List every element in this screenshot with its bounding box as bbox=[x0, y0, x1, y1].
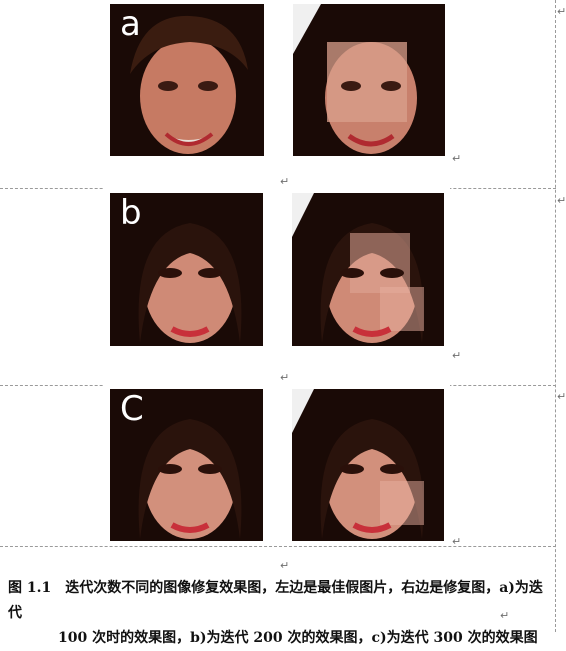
face-illustration bbox=[292, 193, 444, 346]
row-label: a bbox=[120, 4, 141, 44]
paragraph-mark: ↵ bbox=[557, 390, 566, 403]
paragraph-mark: ↵ bbox=[452, 535, 462, 548]
paragraph-mark: ↵ bbox=[280, 371, 290, 384]
row-label: b bbox=[120, 193, 142, 233]
table-row-divider bbox=[0, 546, 556, 547]
figure-caption: 图 1.1 迭代次数不同的图像修复效果图，左边是最佳假图片，右边是修复图，a)为… bbox=[8, 576, 553, 651]
table-row-divider bbox=[0, 384, 556, 388]
face-illustration bbox=[110, 193, 263, 346]
table-row-divider bbox=[0, 187, 556, 191]
paragraph-mark: ↵ bbox=[452, 349, 462, 362]
best-fake-image-b: b bbox=[110, 193, 263, 346]
paragraph-mark: ↵ bbox=[280, 175, 290, 188]
repaired-image-c bbox=[292, 389, 444, 541]
paragraph-mark: ↵ bbox=[500, 609, 510, 622]
face-illustration bbox=[110, 4, 264, 156]
caption-line-2: 100 次时的效果图，b)为迭代 200 次的效果图，c)为迭代 300 次的效… bbox=[58, 630, 538, 646]
face-illustration bbox=[110, 389, 263, 541]
repaired-image-a bbox=[293, 4, 445, 156]
row-label: C bbox=[120, 389, 144, 429]
face-illustration bbox=[292, 389, 444, 541]
paragraph-mark: ↵ bbox=[452, 152, 462, 165]
best-fake-image-c: C bbox=[110, 389, 263, 541]
caption-line-1: 图 1.1 迭代次数不同的图像修复效果图，左边是最佳假图片，右边是修复图，a)为… bbox=[8, 580, 543, 621]
repaired-image-b bbox=[292, 193, 444, 346]
face-illustration bbox=[293, 4, 445, 156]
paragraph-mark: ↵ bbox=[557, 5, 566, 18]
page-right-margin-rule bbox=[555, 0, 556, 632]
best-fake-image-a: a bbox=[110, 4, 264, 156]
paragraph-mark: ↵ bbox=[280, 559, 290, 572]
paragraph-mark: ↵ bbox=[557, 194, 566, 207]
